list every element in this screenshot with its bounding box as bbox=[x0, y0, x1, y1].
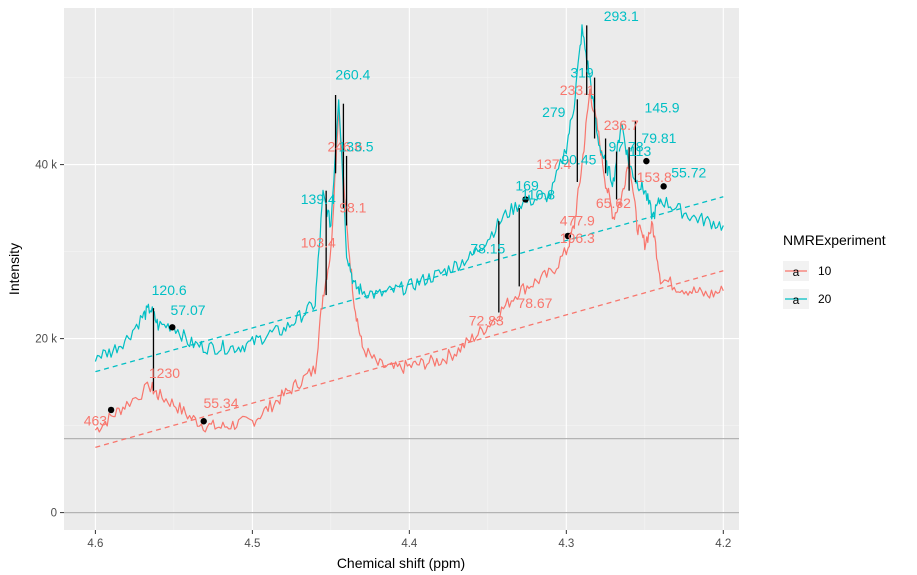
peak-label: 120.6 bbox=[152, 282, 187, 298]
baselines bbox=[95, 196, 724, 448]
peak-point bbox=[107, 406, 115, 414]
peak-point bbox=[169, 324, 176, 331]
peak-label: 139.4 bbox=[301, 191, 336, 207]
legend-key-glyph: a bbox=[793, 293, 800, 307]
peak-label: 1230 bbox=[149, 365, 180, 381]
legend-key-10: a 10 bbox=[783, 261, 832, 281]
peak-label: 293.1 bbox=[604, 8, 639, 24]
peak-point bbox=[660, 183, 667, 190]
peak-points bbox=[107, 157, 667, 425]
peak-label: 463 bbox=[84, 413, 108, 429]
series-lines bbox=[94, 24, 724, 433]
peak-label: 97.78 bbox=[608, 139, 643, 155]
peak-label: 319 bbox=[570, 65, 594, 81]
y-tick-label: 0 bbox=[51, 508, 57, 520]
peak-label: 133.5 bbox=[338, 139, 373, 155]
x-tick-label: 4.3 bbox=[558, 538, 574, 550]
peak-point bbox=[200, 418, 207, 425]
legend-label-10: 10 bbox=[818, 264, 832, 278]
peak-label: 477.9 bbox=[560, 213, 595, 229]
peak-label: 279 bbox=[542, 104, 566, 120]
peak-label: 55.72 bbox=[671, 165, 706, 181]
peak-annotations: 463 1230 55.34 103.4 246.6 98.1 72.83 78.67 137.… bbox=[84, 8, 707, 429]
peak-point bbox=[564, 232, 572, 240]
peak-label: 196.3 bbox=[560, 230, 595, 246]
peak-label: 153.8 bbox=[637, 169, 672, 185]
peak-label: 103.4 bbox=[301, 234, 336, 250]
x-tick-label: 4.6 bbox=[87, 538, 103, 550]
y-tick-label: 40 k bbox=[35, 160, 57, 172]
legend-label-20: 20 bbox=[818, 292, 832, 306]
peak-point bbox=[522, 196, 529, 203]
y-tick-label: 20 k bbox=[35, 334, 57, 346]
series-line-20 bbox=[94, 24, 724, 362]
legend-key-20: a 20 bbox=[783, 289, 832, 309]
peak-point bbox=[643, 157, 650, 165]
y-axis-ticks: 0 20 k 40 k bbox=[35, 160, 64, 520]
peak-label: 78.67 bbox=[517, 295, 552, 311]
x-tick-label: 4.5 bbox=[244, 538, 260, 550]
y-axis-title: Intensity bbox=[6, 243, 22, 295]
grid-minor bbox=[64, 8, 739, 530]
peak-lines bbox=[152, 25, 637, 391]
peak-label: 137.4 bbox=[536, 156, 571, 172]
peak-label: 246.6 bbox=[327, 139, 362, 155]
peak-label: 260.4 bbox=[335, 66, 370, 82]
peak-label: 78.15 bbox=[470, 240, 505, 256]
legend: NMRExperiment a 10 a 20 bbox=[783, 232, 886, 309]
peak-label: 113 bbox=[629, 143, 652, 159]
peak-label: 169 bbox=[515, 178, 539, 194]
peak-label: 72.83 bbox=[469, 313, 504, 329]
baseline-20 bbox=[95, 196, 724, 373]
series-line-10 bbox=[94, 88, 724, 433]
horizontal-lines bbox=[64, 438, 739, 514]
peak-label: 110.8 bbox=[521, 186, 555, 202]
peak-label: 233.1 bbox=[560, 82, 595, 98]
legend-key-glyph: a bbox=[793, 265, 800, 279]
peak-label: 236.7 bbox=[604, 117, 639, 133]
peak-label: 98.1 bbox=[339, 199, 366, 215]
peak-label: 79.81 bbox=[641, 130, 676, 146]
legend-title: NMRExperiment bbox=[783, 232, 886, 248]
peak-label: 65.62 bbox=[596, 195, 631, 211]
baseline-10 bbox=[95, 270, 724, 448]
x-tick-label: 4.2 bbox=[715, 538, 731, 550]
peak-label: 145.9 bbox=[645, 99, 680, 115]
peak-label: 90.45 bbox=[561, 152, 596, 168]
plot-panel bbox=[64, 8, 739, 530]
peak-label: 55.34 bbox=[203, 395, 238, 411]
x-axis-title: Chemical shift (ppm) bbox=[337, 555, 465, 571]
legend-keys: a 10 a 20 bbox=[783, 261, 832, 309]
peak-label: 57.07 bbox=[170, 302, 205, 318]
x-tick-label: 4.4 bbox=[401, 538, 418, 550]
x-axis-ticks: 4.6 4.5 4.4 4.3 4.2 bbox=[87, 530, 731, 550]
